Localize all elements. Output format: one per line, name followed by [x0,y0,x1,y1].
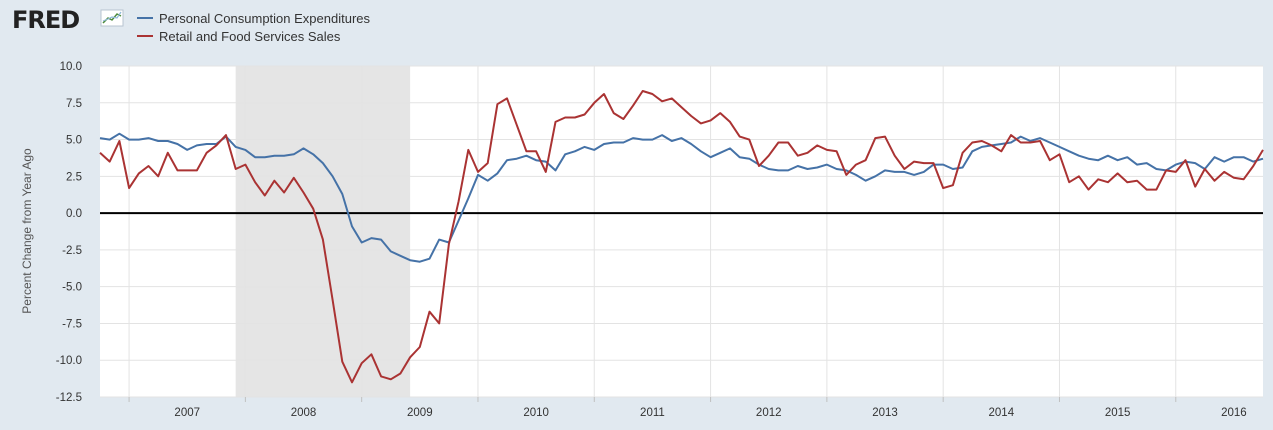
x-tick-label: 2010 [523,407,549,419]
series-line-retail[interactable] [99,90,1264,384]
series-line-pce[interactable] [99,132,1264,263]
legend-item-pce[interactable]: Personal Consumption Expenditures [137,9,370,27]
y-tick-label: -10.0 [56,355,82,367]
x-tick-label: 2014 [989,407,1015,419]
y-tick-label: 7.5 [66,98,82,110]
x-tick-label: 2008 [291,407,317,419]
legend-swatch-pce [137,17,153,19]
x-tick-label: 2012 [756,407,782,419]
y-tick-label: -5.0 [62,282,82,294]
y-axis-label: Percent Change from Year Ago [20,148,34,314]
legend-swatch-retail [137,35,153,37]
chart-legend: Personal Consumption Expenditures Retail… [137,9,370,45]
x-tick-label: 2015 [1105,407,1131,419]
fred-chart-logo-icon [100,9,124,27]
legend-label-pce: Personal Consumption Expenditures [159,10,371,26]
y-tick-label: 2.5 [66,171,82,183]
y-tick-label: -7.5 [62,318,82,330]
legend-label-retail: Retail and Food Services Sales [159,28,341,44]
x-tick-label: 2009 [407,407,433,419]
y-tick-label: 10.0 [60,61,82,73]
y-tick-label: -2.5 [62,245,82,257]
x-tick-label: 2011 [640,407,665,419]
x-tick-label: 2007 [174,407,200,419]
y-tick-label: -12.5 [56,392,82,404]
fred-logo[interactable]: FRED [12,6,80,34]
y-tick-label: 5.0 [66,135,82,147]
y-tick-label: 0.0 [66,208,82,220]
recession-band [235,66,411,397]
legend-item-retail[interactable]: Retail and Food Services Sales [137,27,370,45]
x-tick-label: 2016 [1221,407,1247,419]
x-tick-label: 2013 [872,407,898,419]
